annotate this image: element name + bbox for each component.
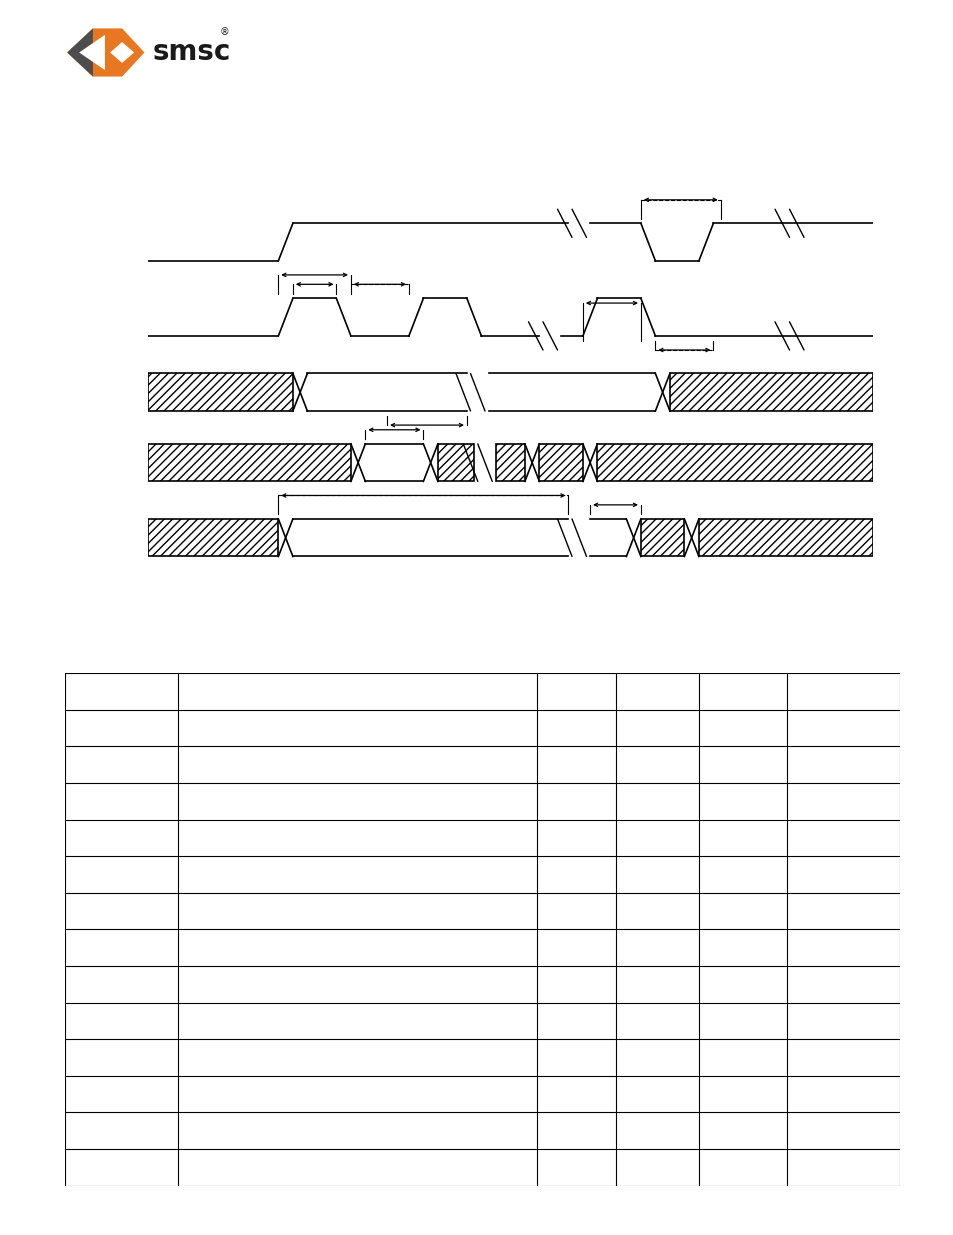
Polygon shape	[110, 42, 134, 63]
Bar	[148, 519, 278, 557]
Bar	[496, 443, 524, 482]
Bar	[669, 373, 872, 411]
Polygon shape	[79, 35, 105, 70]
Bar	[538, 443, 582, 482]
Bar	[148, 443, 351, 482]
Polygon shape	[67, 28, 92, 77]
Bar	[437, 443, 474, 482]
Bar	[640, 519, 683, 557]
Bar	[148, 373, 293, 411]
Text: ®: ®	[219, 27, 229, 37]
Polygon shape	[67, 28, 144, 77]
Text: smsc: smsc	[152, 38, 232, 67]
Bar	[699, 519, 872, 557]
Bar	[597, 443, 872, 482]
